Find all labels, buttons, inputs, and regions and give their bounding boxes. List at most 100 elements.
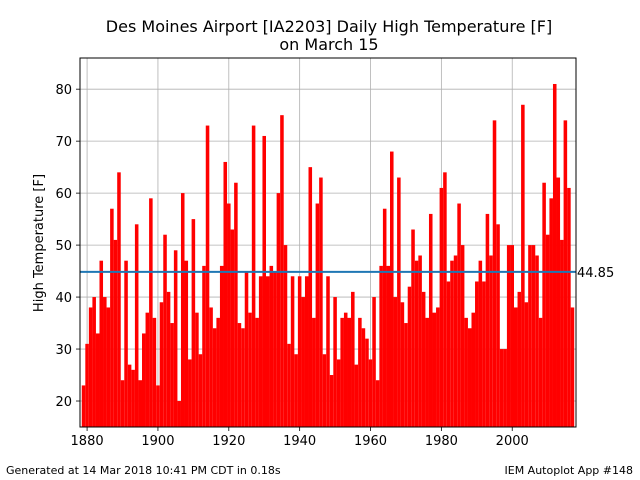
bar xyxy=(258,276,263,427)
x-tick-label: 1940 xyxy=(283,434,316,449)
plot-frame xyxy=(79,57,577,428)
bar xyxy=(177,401,181,427)
bar xyxy=(358,317,362,427)
bar xyxy=(450,260,454,427)
bar xyxy=(503,349,507,427)
bar xyxy=(475,281,479,427)
bar xyxy=(411,229,415,427)
bar xyxy=(312,317,316,427)
x-tick-label: 2000 xyxy=(496,434,529,449)
y-tick-label: 80 xyxy=(55,83,72,98)
bar xyxy=(329,375,334,427)
y-tick-label: 70 xyxy=(55,135,72,150)
bar xyxy=(326,276,330,427)
bar xyxy=(343,312,348,427)
bar xyxy=(521,104,525,427)
bar xyxy=(209,307,213,427)
bar xyxy=(266,276,270,427)
bar xyxy=(524,302,529,427)
bar xyxy=(414,260,419,427)
bar xyxy=(460,245,465,427)
bar xyxy=(287,343,291,427)
bar xyxy=(95,333,100,427)
footer-app-text: IEM Autoplot App #148 xyxy=(504,464,634,477)
bar xyxy=(453,255,458,427)
bar xyxy=(471,312,476,427)
bar xyxy=(319,177,323,427)
bar xyxy=(407,286,412,427)
bar xyxy=(365,338,369,427)
bar xyxy=(308,167,313,427)
bar xyxy=(85,343,89,427)
bar xyxy=(372,297,376,427)
bars xyxy=(81,83,575,428)
bar xyxy=(386,265,390,427)
bar xyxy=(113,239,118,427)
y-tick-label: 30 xyxy=(55,343,72,358)
bar xyxy=(436,307,440,427)
bar xyxy=(425,317,429,427)
bar xyxy=(538,317,543,427)
bar xyxy=(542,182,546,427)
bar xyxy=(276,193,281,427)
bar xyxy=(142,333,146,427)
bar xyxy=(443,172,447,427)
bar xyxy=(99,260,104,427)
bar xyxy=(439,187,444,427)
bar xyxy=(290,276,295,427)
bar xyxy=(273,271,277,427)
bar xyxy=(234,182,238,427)
bar xyxy=(152,317,157,427)
bar xyxy=(418,255,422,427)
y-tick-label: 40 xyxy=(55,291,72,306)
bar xyxy=(170,323,174,427)
bar xyxy=(545,234,550,427)
bar xyxy=(397,177,401,427)
bar xyxy=(496,224,500,427)
bar xyxy=(103,297,107,427)
bar xyxy=(351,291,355,427)
bar xyxy=(127,364,132,427)
x-tick-label: 1980 xyxy=(425,434,458,449)
bar xyxy=(467,328,472,427)
x-tick-label: 1900 xyxy=(141,434,174,449)
chart-subtitle: on March 15 xyxy=(279,35,378,54)
bar xyxy=(549,198,553,427)
bar xyxy=(570,307,575,427)
bar xyxy=(294,354,298,427)
bar xyxy=(368,359,373,427)
bar xyxy=(567,187,571,427)
bar xyxy=(375,380,380,427)
bar xyxy=(379,265,383,427)
bar xyxy=(382,208,387,427)
bar xyxy=(432,312,437,427)
bar xyxy=(464,317,468,427)
bar xyxy=(195,312,199,427)
bar xyxy=(428,213,433,427)
y-tick-label: 20 xyxy=(55,395,72,410)
bar xyxy=(92,297,96,427)
bar xyxy=(156,385,160,427)
bar xyxy=(535,255,539,427)
bar xyxy=(191,219,196,427)
bar xyxy=(262,135,266,427)
bar xyxy=(88,307,93,427)
bar xyxy=(531,245,536,427)
bar xyxy=(180,193,185,427)
bar xyxy=(244,271,249,427)
bar xyxy=(517,291,522,427)
average-label: 44.85 xyxy=(577,266,614,281)
x-axis: 1880 1900 1920 1940 1960 1980 2000 xyxy=(71,427,529,449)
bar xyxy=(510,245,514,427)
chart-title: Des Moines Airport [IA2203] Daily High T… xyxy=(106,17,552,36)
bar xyxy=(227,203,231,427)
bar xyxy=(219,265,224,427)
footer-generated-text: Generated at 14 Mar 2018 10:41 PM CDT in… xyxy=(6,464,281,477)
bar xyxy=(81,385,86,427)
bar xyxy=(556,177,561,427)
bar xyxy=(404,323,408,427)
bar xyxy=(347,317,352,427)
bar xyxy=(489,255,493,427)
bar xyxy=(528,245,532,427)
bar xyxy=(120,380,125,427)
